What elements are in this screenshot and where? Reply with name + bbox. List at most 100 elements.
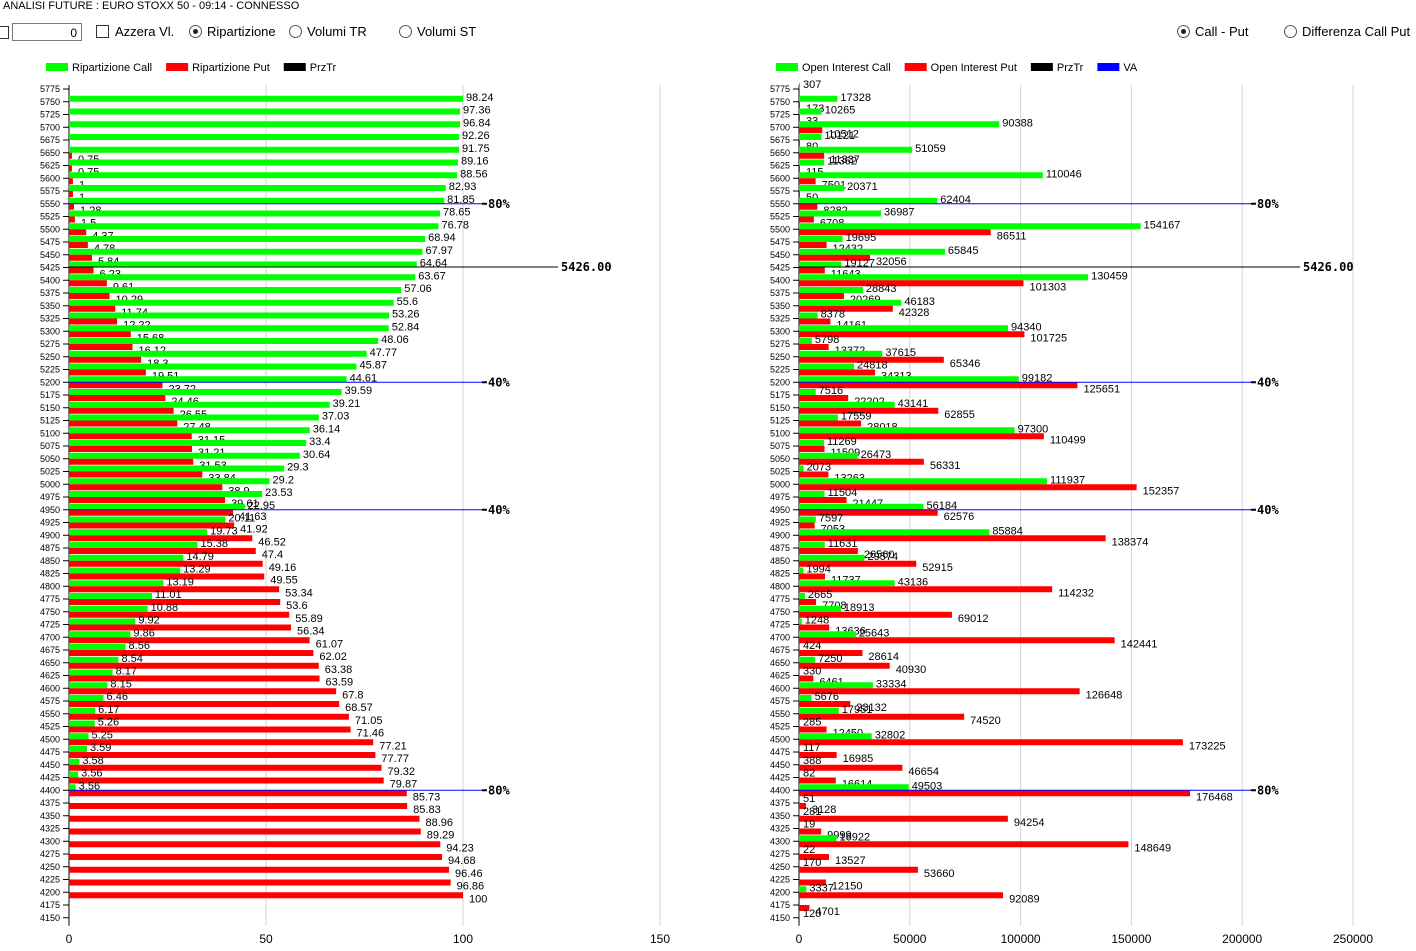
call-bar (799, 822, 800, 829)
call-bar (69, 274, 416, 281)
call-value-label: 44.61 (350, 372, 378, 384)
call-bar (69, 631, 131, 638)
put-bar (799, 356, 944, 363)
put-bar (799, 739, 1183, 746)
strike-label: 5100 (770, 428, 790, 438)
radio-dot[interactable] (399, 25, 412, 38)
call-value-label: 20.11 (228, 513, 255, 525)
call-value-label: 8.15 (110, 678, 131, 690)
strike-label: 4950 (770, 505, 790, 515)
call-value-label: 37.03 (322, 411, 350, 423)
put-bar (799, 114, 800, 121)
radio-volumi-tr[interactable]: Volumi TR (289, 24, 367, 39)
put-bar (799, 777, 836, 784)
radio-dot[interactable] (289, 25, 302, 38)
put-value-label: 65346 (950, 358, 981, 370)
call-value-label: 47.77 (370, 347, 398, 359)
call-value-label: 7250 (818, 653, 842, 665)
call-value-label: 36.14 (313, 423, 341, 435)
call-value-label: 97.36 (463, 105, 491, 117)
call-value-label: 110046 (1046, 168, 1082, 180)
call-bar (799, 261, 842, 268)
call-bar (69, 248, 423, 255)
radio-call-put[interactable]: Call - Put (1177, 24, 1248, 39)
put-bar (69, 815, 420, 822)
put-bar (69, 573, 265, 580)
put-value-label: 110499 (1050, 434, 1086, 446)
call-value-label: 39.59 (345, 385, 373, 397)
radio-volumi-st[interactable]: Volumi ST (399, 24, 476, 39)
call-bar (799, 210, 881, 217)
call-bar (799, 605, 841, 612)
put-value-label: 94.23 (446, 842, 474, 854)
azzera-checkbox[interactable]: Azzera Vl. (96, 24, 174, 39)
strike-label: 4575 (40, 696, 60, 706)
put-bar (799, 305, 893, 312)
legend-label: Open Interest Put (931, 62, 1017, 74)
strike-label: 5575 (770, 186, 790, 196)
strike-label: 4475 (40, 747, 60, 757)
put-bar (69, 229, 87, 236)
put-bar (69, 777, 384, 784)
call-bar (799, 618, 802, 625)
call-value-label: 67.97 (425, 245, 453, 257)
strike-label: 4225 (770, 875, 790, 885)
put-bar (799, 267, 825, 274)
call-bar (799, 529, 990, 536)
strike-label: 4675 (40, 645, 60, 655)
call-value-label: 29574 (868, 551, 899, 563)
call-value-label: 424 (803, 640, 821, 652)
strike-label: 5150 (770, 403, 790, 413)
number-input[interactable]: 0 (12, 23, 82, 41)
put-bar (69, 216, 75, 223)
call-value-label: 307 (803, 79, 821, 91)
call-bar (69, 720, 95, 727)
put-bar (799, 586, 1053, 593)
strike-label: 4775 (40, 594, 60, 604)
strike-label: 5200 (770, 377, 790, 387)
strike-label: 5425 (40, 263, 60, 273)
put-value-label: 96.46 (455, 868, 483, 880)
radio-dot[interactable] (189, 25, 202, 38)
put-bar (69, 675, 320, 682)
strike-label: 4475 (770, 747, 790, 757)
radio-dot[interactable] (1284, 25, 1297, 38)
strike-label: 5675 (40, 135, 60, 145)
strike-label: 5725 (40, 110, 60, 120)
strike-label: 4525 (40, 722, 60, 732)
put-value-label: 41.92 (240, 524, 268, 536)
checkbox-box[interactable] (96, 25, 109, 38)
put-bar (799, 662, 890, 669)
call-bar (799, 159, 825, 166)
put-bar (69, 369, 146, 376)
call-bar (69, 478, 270, 485)
call-bar (69, 784, 76, 791)
call-bar (69, 325, 389, 332)
strike-label: 4150 (40, 913, 60, 923)
put-bar (69, 356, 142, 363)
x-tick-label: 150 (650, 932, 670, 946)
put-bar (799, 101, 800, 108)
call-bar (799, 707, 839, 714)
call-bar (799, 172, 1043, 179)
put-value-label: 114232 (1058, 587, 1094, 599)
radio-ripartizione[interactable]: Ripartizione (189, 24, 276, 39)
strike-label: 4525 (770, 722, 790, 732)
strike-label: 4800 (40, 581, 60, 591)
strike-label: 4875 (770, 543, 790, 553)
radio-differenza[interactable]: Differenza Call Put (1284, 24, 1410, 39)
hidden-checkbox-stub[interactable] (0, 26, 9, 39)
call-value-label: 37615 (885, 347, 916, 359)
call-value-label: 1248 (805, 615, 829, 627)
azzera-label: Azzera Vl. (115, 24, 175, 39)
strike-label: 5125 (770, 416, 790, 426)
put-value-label: 49.55 (270, 575, 298, 587)
strike-label: 4900 (770, 530, 790, 540)
strike-label: 5400 (770, 275, 790, 285)
call-value-label: 8.56 (129, 640, 150, 652)
put-value-label: 53.6 (286, 600, 307, 612)
put-bar (69, 433, 192, 440)
radio-dot[interactable] (1177, 25, 1190, 38)
put-bar (799, 611, 952, 618)
